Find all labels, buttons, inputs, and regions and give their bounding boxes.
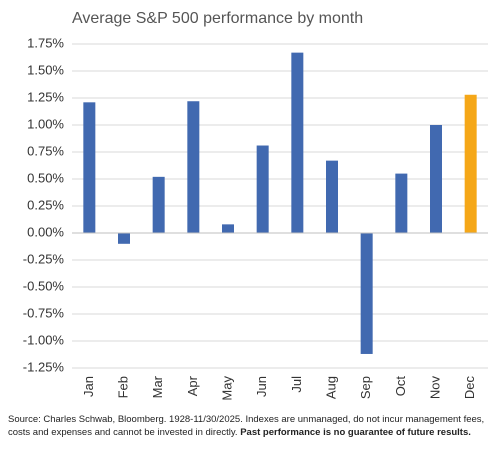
x-tick-label: Apr	[185, 375, 200, 396]
y-tick-label: 0.25%	[27, 197, 64, 212]
y-tick-label: -1.25%	[23, 359, 65, 374]
x-tick-label: Aug	[323, 376, 338, 399]
y-tick-label: 0.75%	[27, 143, 64, 158]
bar	[187, 101, 200, 234]
footnote-text: Source: Charles Schwab, Bloomberg. 1928-…	[8, 414, 485, 438]
y-tick-label: -0.75%	[23, 305, 65, 320]
y-tick-label: 0.50%	[27, 170, 64, 185]
bar	[222, 224, 234, 233]
bar	[83, 102, 96, 233]
y-tick-label: 1.00%	[27, 116, 64, 131]
bar	[291, 52, 304, 233]
x-tick-label: Dec	[462, 376, 477, 400]
x-tick-label: Nov	[427, 376, 442, 400]
y-tick-label: 0.00%	[27, 224, 64, 239]
bar	[256, 145, 269, 233]
x-tick-label: Sep	[358, 376, 373, 399]
x-tick-label: Jun	[254, 376, 269, 397]
x-tick-label: Jul	[289, 376, 304, 393]
y-tick-label: -0.50%	[23, 278, 65, 293]
x-tick-label: Oct	[393, 376, 408, 397]
footnote-bold: Past performance is no guarantee of futu…	[240, 427, 471, 438]
chart: Average S&P 500 performance by month -1.…	[23, 10, 488, 401]
bar	[395, 173, 408, 233]
bar	[326, 160, 338, 233]
chart-title: Average S&P 500 performance by month	[72, 10, 363, 27]
y-tick-label: -1.00%	[23, 332, 65, 347]
x-tick-label: Jan	[81, 376, 96, 397]
bar	[118, 233, 130, 244]
y-tick-label: -0.25%	[23, 251, 65, 266]
y-tick-label: 1.25%	[27, 89, 64, 104]
footnote: Source: Charles Schwab, Bloomberg. 1928-…	[8, 413, 494, 439]
bar	[152, 176, 165, 233]
y-tick-label: 1.75%	[27, 35, 64, 50]
x-tick-label: Feb	[115, 376, 130, 398]
bar	[360, 233, 373, 354]
bar	[464, 94, 477, 233]
x-tick-label: May	[219, 376, 234, 401]
x-tick-label: Mar	[150, 375, 165, 398]
bar	[430, 125, 442, 233]
y-tick-label: 1.50%	[27, 62, 64, 77]
